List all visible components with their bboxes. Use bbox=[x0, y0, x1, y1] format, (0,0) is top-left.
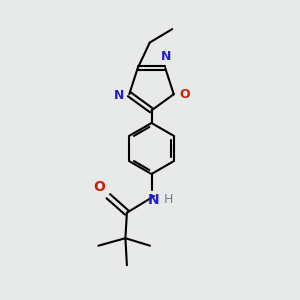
Text: H: H bbox=[164, 193, 173, 206]
Text: N: N bbox=[113, 89, 124, 102]
Text: O: O bbox=[93, 180, 105, 194]
Text: N: N bbox=[148, 193, 160, 207]
Text: N: N bbox=[161, 50, 171, 63]
Text: O: O bbox=[179, 88, 190, 101]
